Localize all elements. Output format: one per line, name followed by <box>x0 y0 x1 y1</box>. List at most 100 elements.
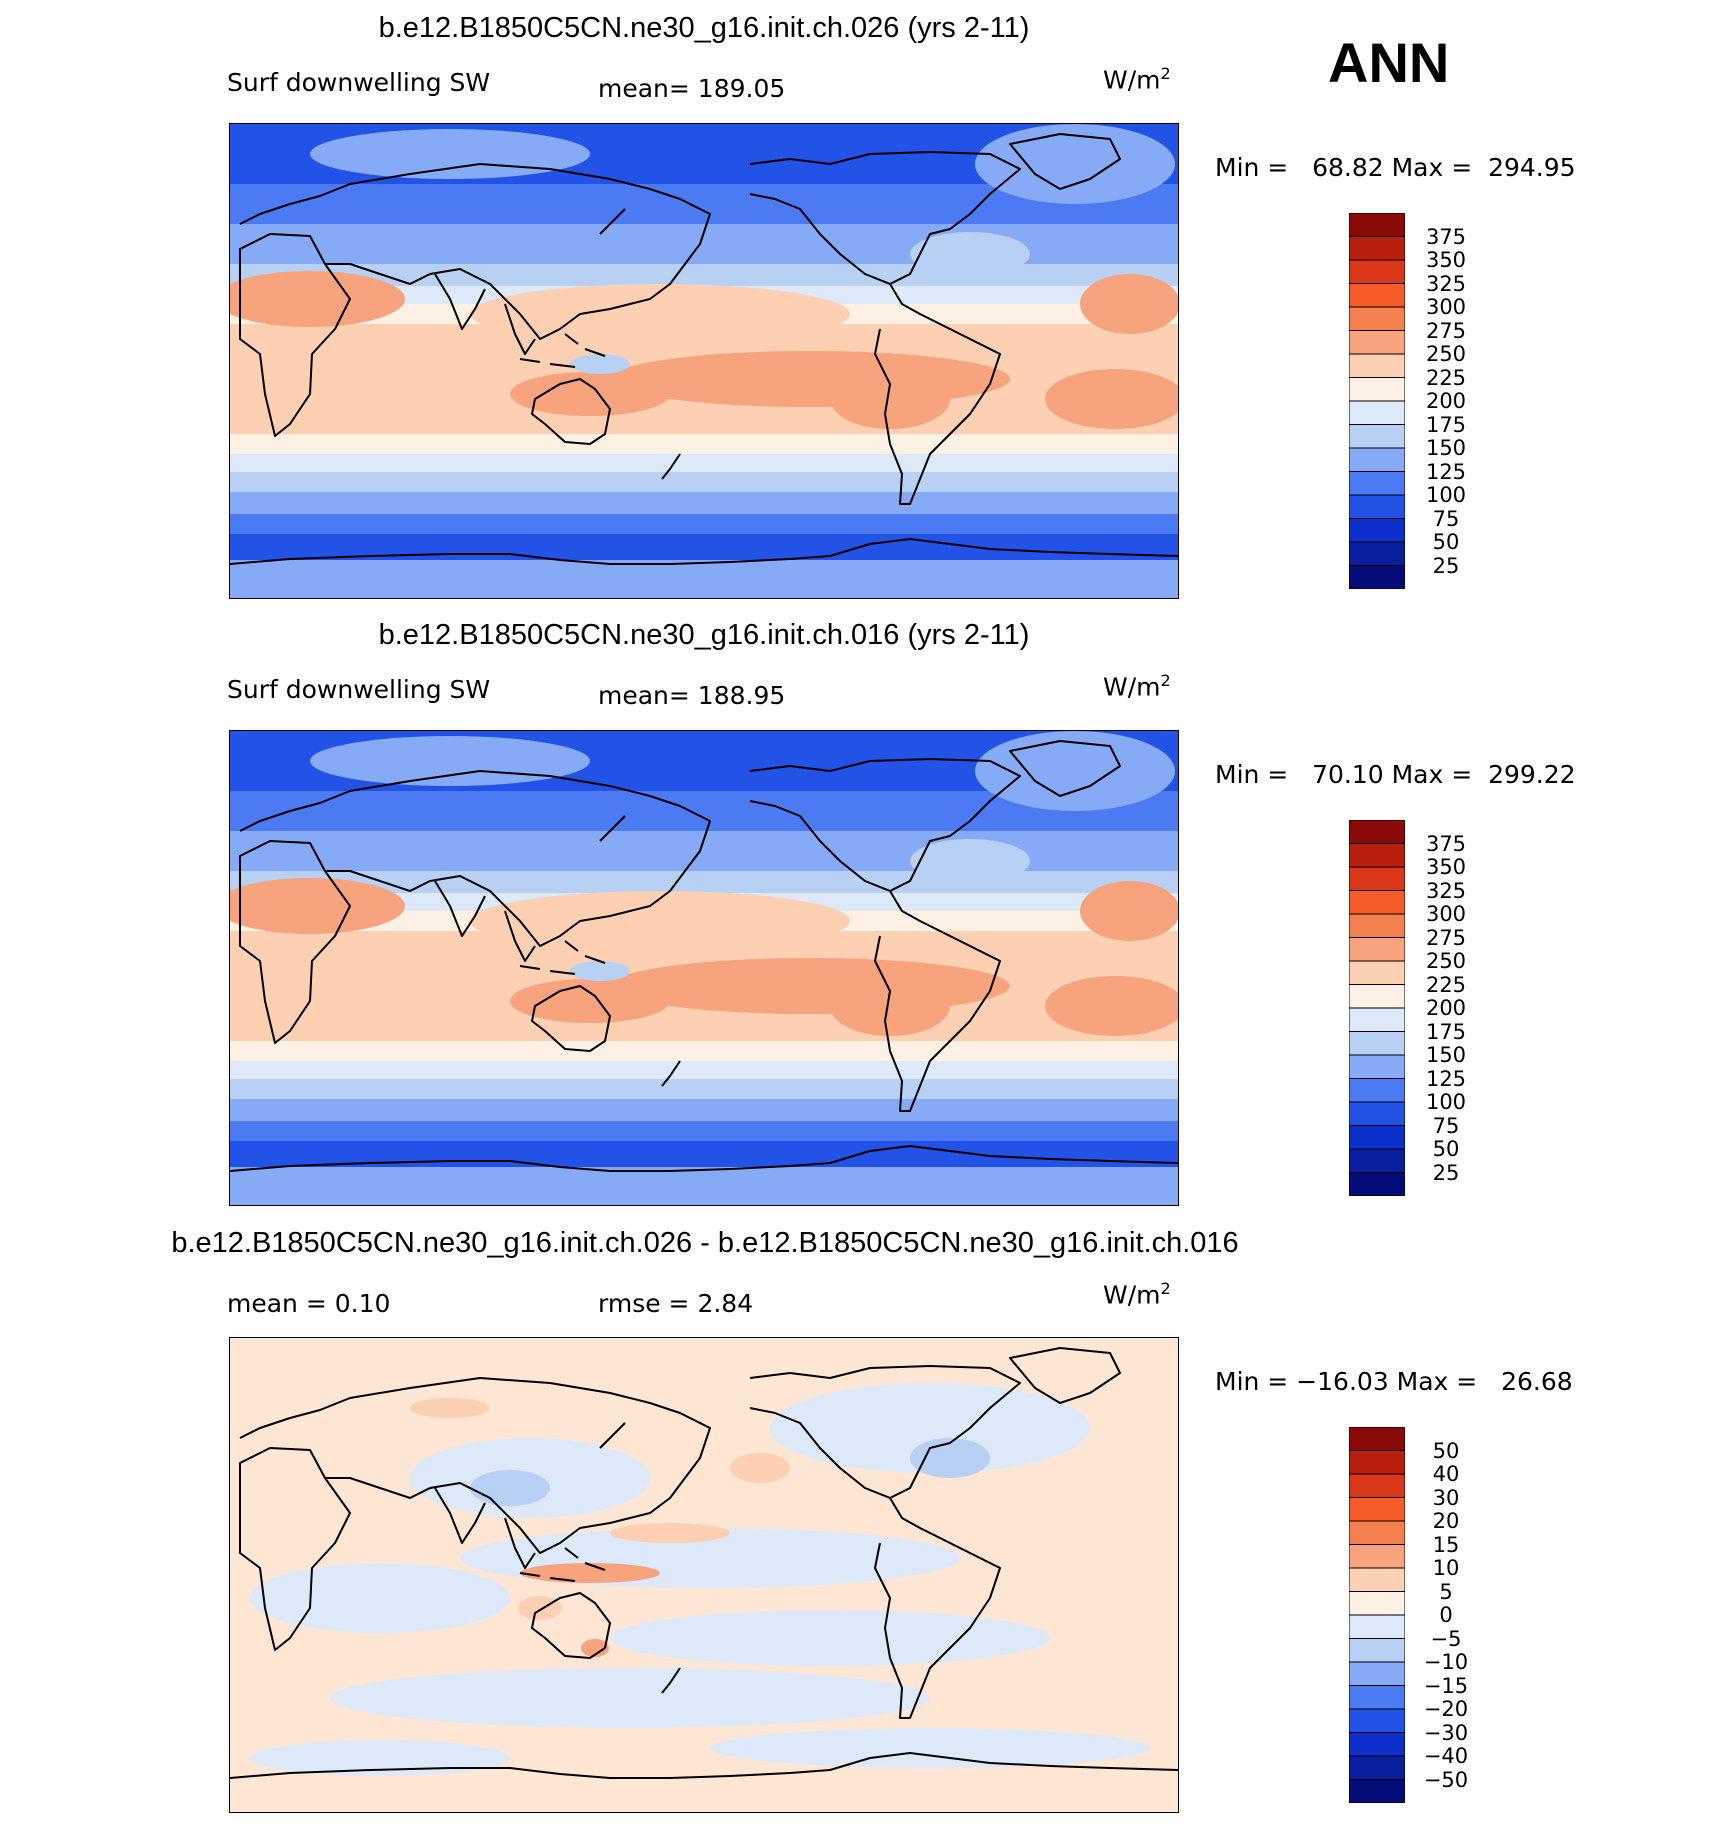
panel-2-units: W/m2 <box>1103 671 1171 702</box>
colorbar-swatch <box>1349 259 1405 284</box>
panel-1-minmax: Min = 68.82 Max = 294.95 <box>1215 153 1576 182</box>
panel-1-variable-label: Surf downwelling SW <box>227 68 491 97</box>
colorbar-swatch <box>1349 1101 1405 1126</box>
colorbar-label: 275 <box>1425 925 1467 950</box>
colorbar-swatch <box>1349 1779 1405 1803</box>
panel-2-minmax: Min = 70.10 Max = 299.22 <box>1215 760 1576 789</box>
colorbar-swatch <box>1349 1591 1405 1616</box>
colorbar-swatch <box>1349 1755 1405 1780</box>
colorbar-swatch <box>1349 1007 1405 1032</box>
colorbar-label: 300 <box>1425 902 1467 926</box>
colorbar-swatch <box>1349 1732 1405 1757</box>
panel-2-mean-label: mean= 188.95 <box>598 681 786 710</box>
colorbar-label: 75 <box>1432 1113 1460 1138</box>
colorbar-label: 325 <box>1425 271 1467 296</box>
colorbar-label: 150 <box>1425 436 1467 460</box>
panel-1-title: b.e12.B1850C5CN.ne30_g16.init.ch.026 (yr… <box>378 12 1030 44</box>
colorbar-swatch <box>1349 1450 1405 1475</box>
panel-3-mean-label: mean = 0.10 <box>227 1289 391 1318</box>
colorbar-label: −30 <box>1423 1720 1469 1745</box>
colorbar-label: 25 <box>1432 553 1460 578</box>
colorbar-swatch <box>1349 471 1405 496</box>
panel-1-units: W/m2 <box>1103 64 1171 95</box>
colorbar-swatch <box>1349 330 1405 355</box>
colorbar-swatch <box>1349 1473 1405 1498</box>
colorbar-label: 100 <box>1425 1090 1467 1114</box>
colorbar-label: 325 <box>1425 878 1467 903</box>
panel-2-variable-label: Surf downwelling SW <box>227 675 491 704</box>
colorbar-label: 150 <box>1425 1043 1467 1067</box>
colorbar-label: −15 <box>1423 1673 1469 1698</box>
colorbar-label: 10 <box>1432 1556 1460 1580</box>
colorbar-label: 350 <box>1425 248 1467 272</box>
colorbar-label: 15 <box>1432 1532 1460 1557</box>
colorbar-label: 50 <box>1432 1137 1460 1161</box>
colorbar-label: 375 <box>1425 224 1467 249</box>
colorbar-label: 50 <box>1432 530 1460 554</box>
panel-3-minmax: Min = −16.03 Max = 26.68 <box>1215 1367 1573 1396</box>
colorbar-swatch <box>1349 1148 1405 1173</box>
colorbar-swatch <box>1349 283 1405 308</box>
panel-3-rmse-label: rmse = 2.84 <box>598 1289 754 1318</box>
colorbar-label: 250 <box>1425 342 1467 366</box>
colorbar-label: 0 <box>1439 1603 1453 1627</box>
colorbar-swatch <box>1349 937 1405 962</box>
colorbar-label: 25 <box>1432 1160 1460 1185</box>
colorbar-swatch <box>1349 1427 1405 1451</box>
colorbar-label: −5 <box>1430 1626 1462 1651</box>
colorbar-swatch <box>1349 984 1405 1009</box>
colorbar-label: 375 <box>1425 831 1467 856</box>
colorbar-label: −20 <box>1423 1697 1469 1721</box>
colorbar-label: −40 <box>1423 1744 1469 1768</box>
panel-2-colorbar <box>1349 820 1405 1196</box>
panel-3-colorbar <box>1349 1427 1405 1803</box>
colorbar-swatch <box>1349 353 1405 378</box>
colorbar-swatch <box>1349 565 1405 589</box>
colorbar-swatch <box>1349 1078 1405 1103</box>
colorbar-swatch <box>1349 236 1405 261</box>
colorbar-label: 100 <box>1425 483 1467 507</box>
colorbar-swatch <box>1349 1054 1405 1079</box>
colorbar-swatch <box>1349 424 1405 449</box>
colorbar-swatch <box>1349 866 1405 891</box>
colorbar-label: 75 <box>1432 506 1460 531</box>
colorbar-swatch <box>1349 377 1405 402</box>
colorbar-swatch <box>1349 1567 1405 1592</box>
colorbar-swatch <box>1349 890 1405 915</box>
panel-1-colorbar <box>1349 213 1405 589</box>
colorbar-swatch <box>1349 843 1405 868</box>
colorbar-swatch <box>1349 518 1405 543</box>
colorbar-swatch <box>1349 1125 1405 1150</box>
panel-1-mean-label: mean= 189.05 <box>598 74 786 103</box>
colorbar-label: 200 <box>1425 389 1467 413</box>
colorbar-label: 225 <box>1425 365 1467 390</box>
colorbar-swatch <box>1349 541 1405 566</box>
colorbar-label: 20 <box>1432 1509 1460 1533</box>
colorbar-swatch <box>1349 820 1405 844</box>
colorbar-label: 175 <box>1425 1019 1467 1044</box>
colorbar-swatch <box>1349 1520 1405 1545</box>
colorbar-swatch <box>1349 306 1405 331</box>
season-label: ANN <box>1328 31 1450 94</box>
colorbar-label: 125 <box>1425 459 1467 484</box>
colorbar-swatch <box>1349 1614 1405 1639</box>
colorbar-swatch <box>1349 1031 1405 1056</box>
colorbar-label: 300 <box>1425 295 1467 319</box>
panel-3-units: W/m2 <box>1103 1279 1171 1310</box>
colorbar-label: 50 <box>1432 1438 1460 1463</box>
colorbar-swatch <box>1349 960 1405 985</box>
colorbar-swatch <box>1349 494 1405 519</box>
colorbar-swatch <box>1349 1685 1405 1710</box>
colorbar-swatch <box>1349 213 1405 237</box>
colorbar-swatch <box>1349 447 1405 472</box>
colorbar-label: −50 <box>1423 1767 1469 1792</box>
panel-2-map <box>229 730 1179 1206</box>
colorbar-label: −10 <box>1423 1650 1469 1674</box>
colorbar-swatch <box>1349 400 1405 425</box>
colorbar-label: 5 <box>1439 1579 1453 1604</box>
colorbar-swatch <box>1349 1497 1405 1522</box>
colorbar-swatch <box>1349 1661 1405 1686</box>
panel-3-map <box>229 1337 1179 1813</box>
panel-2-title: b.e12.B1850C5CN.ne30_g16.init.ch.016 (yr… <box>378 619 1030 651</box>
colorbar-swatch <box>1349 1638 1405 1663</box>
